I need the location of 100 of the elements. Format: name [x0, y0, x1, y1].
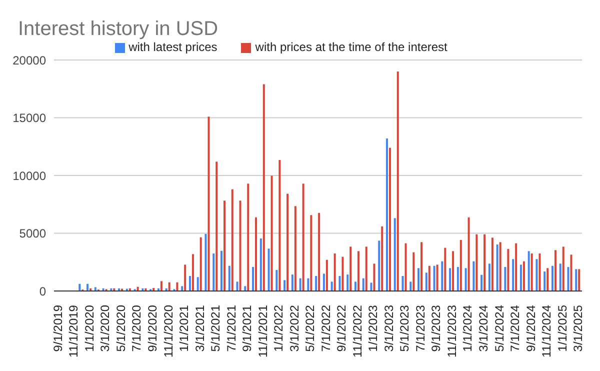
x-tick-label: 9/1/2024 [524, 304, 538, 352]
bar [512, 259, 514, 291]
x-tick-label: 1/1/2024 [460, 304, 475, 352]
bar [575, 269, 578, 291]
bar [428, 266, 430, 291]
bar [342, 256, 344, 291]
bar [370, 282, 372, 291]
x-tick-label: 3/1/2024 [476, 304, 490, 352]
x-tick-label: 9/1/2023 [429, 304, 444, 352]
bar [307, 278, 310, 291]
x-tick-label: 11/1/2020 [161, 304, 176, 358]
bar [326, 260, 328, 291]
x-tick-label: 3/1/2021 [192, 304, 207, 352]
bar [449, 268, 452, 291]
bar [418, 268, 420, 291]
x-tick-label: 5/1/2024 [492, 304, 506, 352]
x-tick-label: 9/1/2021 [240, 304, 254, 352]
bar [346, 274, 349, 291]
bar [294, 206, 296, 291]
bar [278, 160, 281, 291]
bar [567, 266, 570, 291]
bar [310, 215, 312, 291]
y-tick-label: 10000 [12, 168, 46, 183]
x-tick-label: 11/1/2023 [444, 304, 459, 358]
x-tick-label: 1/1/2020 [82, 304, 96, 352]
x-tick-label: 11/1/2021 [256, 304, 270, 358]
x-tick-label: 5/1/2022 [303, 304, 318, 352]
bar [396, 72, 399, 291]
x-tick-label: 9/1/2022 [334, 304, 349, 352]
x-tick-label: 7/1/2022 [318, 304, 333, 352]
bar [504, 266, 506, 291]
bar [488, 264, 490, 291]
bar [236, 282, 238, 291]
x-tick-label: 1/1/2022 [272, 304, 286, 352]
bar [460, 240, 462, 291]
bar [499, 242, 502, 291]
bar [410, 282, 412, 291]
bar [515, 243, 518, 291]
bar [268, 248, 270, 291]
bar [284, 280, 286, 291]
x-tick-label: 7/1/2020 [130, 304, 144, 352]
bar [188, 276, 191, 291]
bar [491, 238, 494, 291]
bar [388, 148, 391, 291]
bar [299, 278, 302, 291]
bar [496, 244, 498, 291]
x-tick-label: 5/1/2021 [208, 304, 223, 352]
bar [276, 270, 278, 291]
bar [520, 264, 522, 291]
bar [200, 237, 202, 291]
x-tick-label: 3/1/2022 [287, 304, 302, 352]
x-tick-label: 5/1/2023 [398, 304, 412, 352]
bar [196, 277, 199, 291]
bar [204, 234, 207, 291]
bar [362, 278, 364, 291]
bar [168, 282, 170, 291]
bar [338, 276, 341, 291]
y-tick-label: 20000 [12, 53, 46, 68]
bar [286, 194, 289, 291]
bar [231, 189, 234, 291]
bar [484, 234, 486, 291]
bar [570, 254, 572, 291]
bar [551, 266, 554, 291]
bar [228, 266, 230, 291]
bar [255, 217, 258, 291]
chart-title: Interest history in USD [18, 18, 218, 41]
x-tick-label: 7/1/2023 [413, 304, 428, 352]
bar [223, 200, 226, 291]
bar [94, 287, 96, 291]
bar [441, 261, 444, 291]
x-tick-label: 3/1/2023 [382, 304, 396, 352]
bar [334, 253, 336, 291]
bar [78, 284, 81, 291]
bar [291, 274, 294, 291]
bar [554, 250, 556, 291]
bar [330, 282, 333, 291]
bar [433, 266, 436, 291]
bar [160, 281, 162, 291]
bar [247, 184, 250, 291]
bar [528, 251, 530, 291]
bar [546, 268, 549, 291]
x-tick-label: 3/1/2020 [98, 304, 112, 352]
bar [176, 282, 178, 291]
x-tick-label: 11/1/2019 [66, 304, 81, 358]
bar [252, 266, 254, 291]
bar [220, 250, 222, 291]
bar [181, 286, 184, 291]
bar [436, 264, 438, 291]
legend-label: with prices at the time of the interest [255, 40, 448, 54]
bar [212, 253, 215, 291]
bar [559, 264, 562, 291]
bar [373, 264, 376, 291]
x-tick-label: 11/1/2024 [540, 304, 554, 358]
bar [425, 272, 428, 291]
x-tick-label: 1/1/2023 [366, 304, 380, 352]
bar [472, 261, 475, 291]
bar [315, 276, 318, 291]
bar [239, 200, 242, 291]
bar [578, 269, 580, 291]
bar [444, 248, 446, 291]
